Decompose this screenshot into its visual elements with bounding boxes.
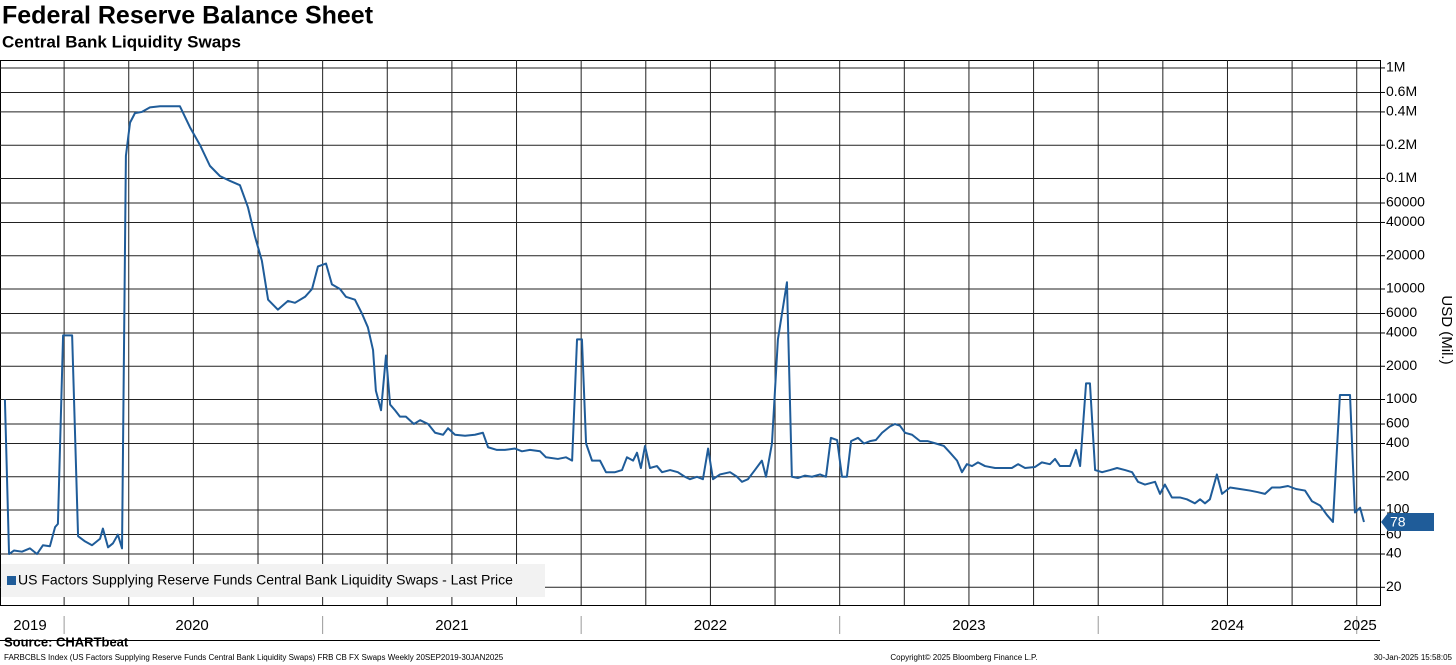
y-tick-label: 4000 — [1386, 324, 1417, 340]
y-tick-label: 0.6M — [1386, 83, 1417, 99]
y-tick-label: 200 — [1386, 467, 1410, 483]
y-tick-label: 0.4M — [1386, 103, 1417, 119]
last-value-label: 78 — [1390, 514, 1406, 530]
last-value-box — [1381, 512, 1434, 531]
y-tick-label: 20 — [1386, 578, 1402, 594]
footer-center: Copyright© 2025 Bloomberg Finance L.P. — [890, 653, 1037, 662]
y-tick-label: 2000 — [1386, 357, 1417, 373]
x-tick-label: 2024 — [1211, 617, 1244, 634]
y-tick-label: 600 — [1386, 415, 1410, 431]
y-tick-label: 100 — [1386, 501, 1410, 517]
chart-subtitle: Central Bank Liquidity Swaps — [2, 32, 241, 51]
y-tick-label: 60000 — [1386, 194, 1425, 210]
y-tick-label: 1000 — [1386, 390, 1417, 406]
y-tick-label: 6000 — [1386, 304, 1417, 320]
y-tick-label: 40000 — [1386, 213, 1425, 229]
x-tick-label: 2022 — [694, 617, 727, 634]
y-tick-label: 20000 — [1386, 246, 1425, 262]
legend-swatch — [7, 576, 16, 585]
x-tick-label: 2025 — [1343, 617, 1376, 634]
x-tick-label: 2020 — [175, 617, 208, 634]
legend-label: US Factors Supplying Reserve Funds Centr… — [18, 572, 513, 588]
y-tick-label: 10000 — [1386, 280, 1425, 296]
y-axis-label: USD (Mil.) — [1438, 295, 1455, 364]
series-line — [3, 105, 1365, 556]
x-tick-label: 2019 — [13, 617, 46, 634]
y-tick-label: 400 — [1386, 434, 1410, 450]
legend-box — [1, 564, 545, 597]
footer-left: FARBCBLS Index (US Factors Supplying Res… — [4, 653, 504, 662]
y-tick-label: 40 — [1386, 545, 1402, 561]
y-tick-label: 1M — [1386, 59, 1405, 75]
x-tick-label: 2023 — [952, 617, 985, 634]
source: Source: CHARTbeat — [4, 634, 129, 649]
chart-title: Federal Reserve Balance Sheet — [2, 2, 374, 30]
x-tick-label: 2021 — [435, 617, 468, 634]
y-tick-label: 0.1M — [1386, 169, 1417, 185]
footer-right: 30-Jan-2025 15:58:05 — [1374, 653, 1453, 662]
y-tick-label: 0.2M — [1386, 136, 1417, 152]
